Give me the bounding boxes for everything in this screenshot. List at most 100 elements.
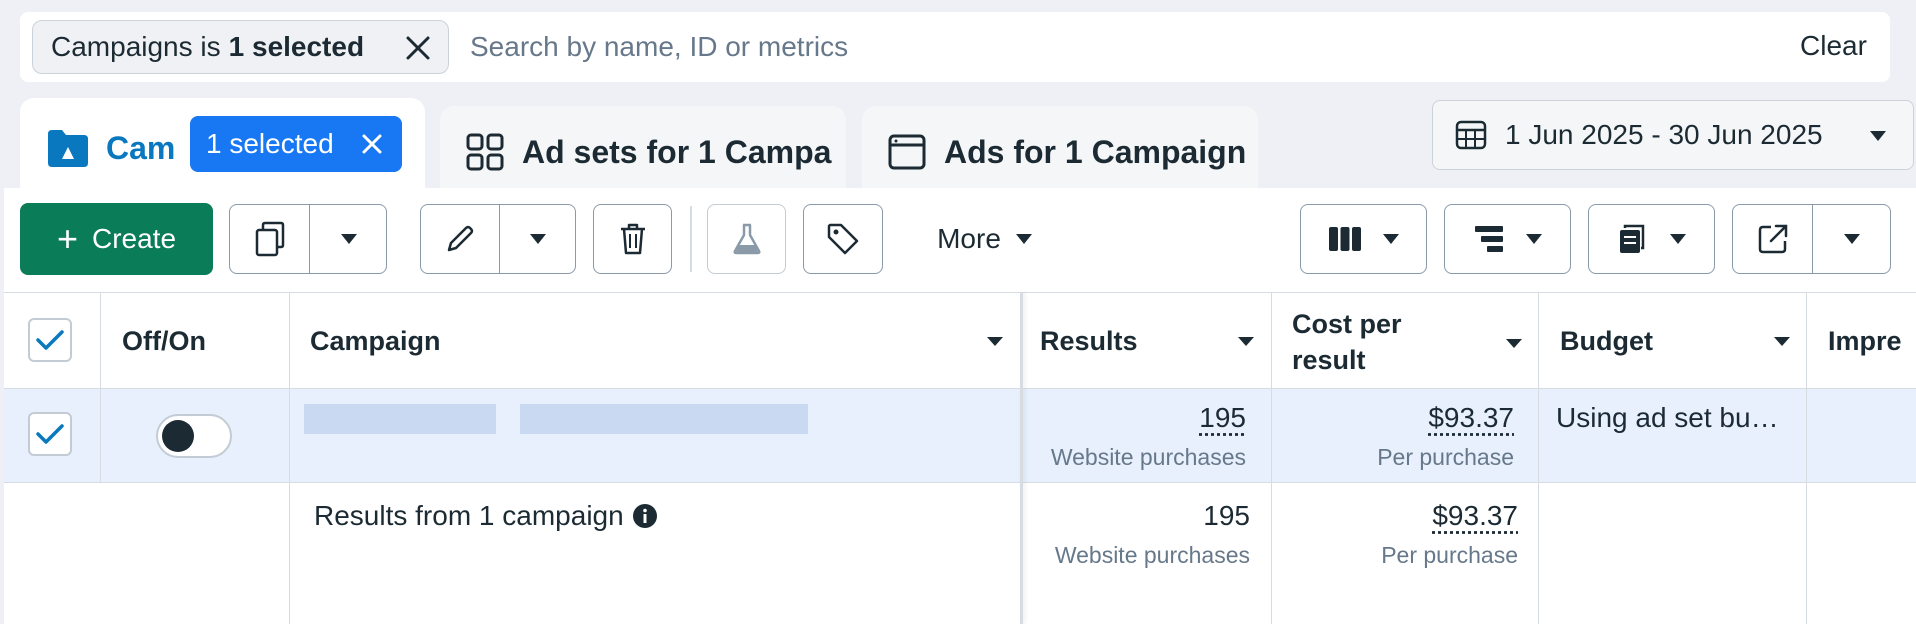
table-row-selected-bg (4, 388, 1916, 482)
select-all-checkbox[interactable] (28, 318, 72, 362)
columns-icon (1328, 227, 1361, 251)
breakdown-button[interactable] (1444, 204, 1571, 274)
delete-button[interactable] (593, 204, 672, 274)
create-label: Create (91, 223, 177, 254)
results-subtext: Website purchases (1050, 444, 1246, 470)
checkmark-icon (36, 424, 64, 444)
chevron-down-icon (530, 234, 546, 244)
chevron-down-icon (340, 234, 357, 244)
chevron-down-icon (1844, 234, 1860, 244)
folder-icon (48, 130, 88, 167)
edit-split-button (420, 204, 576, 274)
chip-value: 1 selected (228, 31, 365, 62)
summary-label: Results from 1 campaign (314, 500, 624, 531)
trash-icon (620, 223, 645, 255)
duplicate-button[interactable] (230, 205, 309, 273)
redacted-campaign-name[interactable] (520, 404, 808, 434)
sort-caret-icon[interactable] (1506, 339, 1522, 348)
row-bottom-border (4, 482, 1916, 483)
duplicate-split-button (229, 204, 387, 274)
sort-caret-icon[interactable] (987, 337, 1003, 346)
more-label: More (937, 223, 1001, 254)
date-range-picker[interactable]: 1 Jun 2025 - 30 Jun 2025 (1432, 100, 1914, 170)
sort-caret-icon[interactable] (1238, 337, 1254, 346)
close-icon[interactable] (400, 30, 436, 66)
tab-ad-sets[interactable]: Ad sets for 1 Campa (440, 106, 846, 198)
search-input[interactable] (470, 22, 1670, 72)
campaign-toggle[interactable] (156, 414, 232, 458)
date-range-label: 1 Jun 2025 - 30 Jun 2025 (1505, 119, 1823, 150)
summary-cost-value[interactable]: $93.37 (1432, 500, 1518, 531)
summary-results-value: 195 (1203, 500, 1250, 531)
header-bottom-border (4, 388, 1916, 389)
edit-dropdown[interactable] (500, 205, 576, 273)
header-cost-line2[interactable]: result (1292, 345, 1366, 375)
duplicate-dropdown[interactable] (310, 205, 387, 273)
chevron-down-icon (1382, 234, 1399, 244)
budget-value: Using ad set bu… (1556, 402, 1779, 433)
results-value[interactable]: 195 (1199, 402, 1246, 433)
active-tab-joiner (20, 188, 425, 200)
table-top-border (4, 292, 1916, 293)
tab-campaigns-label: Cam (106, 129, 176, 166)
split-divider (309, 205, 310, 273)
chevron-down-icon (1525, 234, 1542, 244)
chevron-down-icon (1015, 234, 1032, 244)
campaign-filter-chip[interactable]: Campaigns is 1 selected (32, 20, 449, 74)
ad-window-icon (888, 134, 926, 170)
selected-badge-label: 1 selected (206, 128, 334, 159)
pencil-icon (447, 225, 474, 252)
row-checkbox[interactable] (28, 412, 72, 456)
toolbar-divider (690, 206, 692, 272)
columns-button[interactable] (1300, 204, 1427, 274)
col-divider (1538, 292, 1539, 624)
col-divider (100, 292, 101, 482)
summary-label-group: Results from 1 campaign (314, 500, 658, 532)
col-divider (289, 292, 290, 624)
checkmark-icon (36, 330, 64, 350)
frozen-col-divider (1020, 292, 1023, 624)
sort-caret-icon[interactable] (1774, 337, 1790, 346)
ab-test-button[interactable] (707, 204, 786, 274)
tag-icon (827, 223, 859, 255)
header-off-on: Off/On (122, 326, 206, 356)
tab-ads[interactable]: Ads for 1 Campaign (862, 106, 1258, 198)
selected-badge[interactable]: 1 selected (190, 116, 402, 172)
tag-button[interactable] (803, 204, 883, 274)
breakdown-icon (1474, 226, 1503, 252)
plus-icon: + (56, 218, 78, 259)
split-divider (1812, 205, 1813, 273)
export-icon (1758, 224, 1787, 254)
cost-subtext: Per purchase (1377, 444, 1514, 470)
calendar-icon (1455, 120, 1487, 150)
export-split-button (1732, 204, 1891, 274)
summary-cost-subtext: Per purchase (1381, 542, 1518, 568)
col-divider (1271, 292, 1272, 624)
close-icon[interactable] (358, 130, 386, 158)
header-budget[interactable]: Budget (1560, 326, 1653, 356)
info-icon[interactable] (632, 503, 658, 529)
header-impressions[interactable]: Impre (1828, 326, 1902, 356)
tab-ad-sets-label: Ad sets for 1 Campa (522, 133, 832, 170)
redacted-campaign-name[interactable] (304, 404, 496, 434)
toggle-knob (162, 420, 194, 452)
more-button[interactable]: More (910, 205, 1060, 273)
split-divider (499, 205, 500, 273)
reports-button[interactable] (1588, 204, 1715, 274)
duplicate-icon (255, 221, 284, 257)
export-button[interactable] (1733, 205, 1812, 273)
summary-results-subtext: Website purchases (1054, 542, 1250, 568)
cost-value[interactable]: $93.37 (1428, 402, 1514, 433)
header-campaign[interactable]: Campaign (310, 326, 441, 356)
header-results[interactable]: Results (1040, 326, 1138, 356)
clear-button[interactable]: Clear (1800, 30, 1867, 61)
export-dropdown[interactable] (1813, 205, 1891, 273)
flask-icon (732, 223, 761, 255)
chevron-down-icon (1870, 131, 1886, 141)
reports-icon (1619, 224, 1644, 253)
tab-ads-label: Ads for 1 Campaign (944, 133, 1247, 170)
col-divider (1806, 292, 1807, 624)
create-button[interactable]: + Create (20, 203, 213, 275)
edit-button[interactable] (421, 205, 499, 273)
header-cost-line1[interactable]: Cost per (1292, 309, 1402, 339)
